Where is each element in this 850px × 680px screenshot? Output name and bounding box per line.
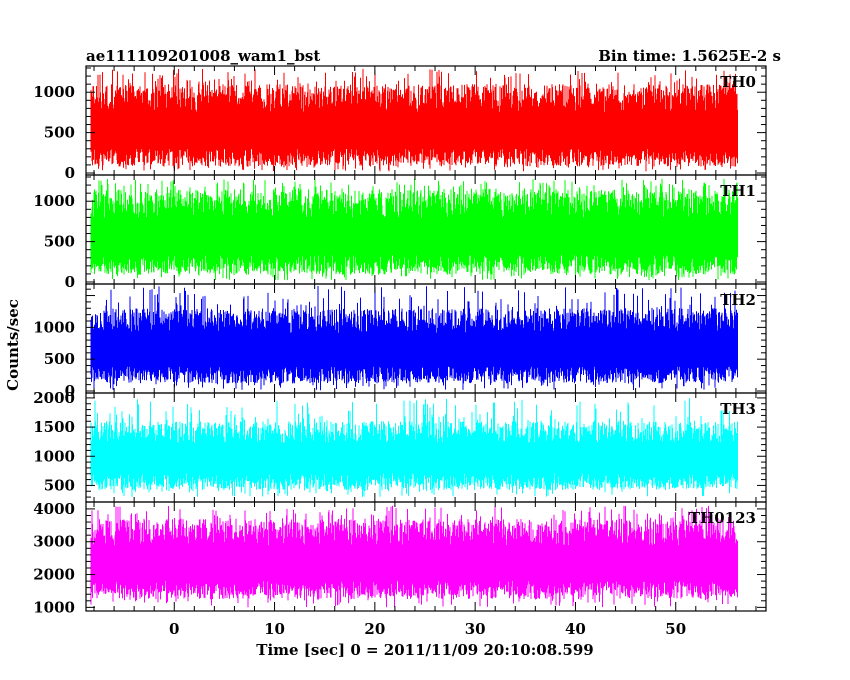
- panel-th2: 0 500 1000 TH2: [33, 283, 767, 400]
- series-line-th0123: [90, 505, 738, 608]
- series-line-th3: [90, 398, 738, 497]
- x-tick-label: 10: [264, 620, 285, 638]
- series-line-th2: [90, 286, 738, 391]
- series-line-th0: [90, 68, 738, 172]
- panel-th0123: 1000 2000 3000 4000 TH0123 0 10 20 30 40 50: [33, 500, 767, 638]
- y-tick-label: 1000: [33, 318, 75, 336]
- y-tick-label: 500: [44, 124, 75, 142]
- y-tick-label: 2000: [33, 389, 75, 407]
- y-axis-label: Counts/sec: [4, 299, 22, 391]
- panel-th1: 0 500 1000 TH1: [33, 174, 767, 291]
- y-tick-label: 0: [65, 273, 75, 291]
- y-tick-label: 1000: [33, 447, 75, 465]
- y-tick-label: 0: [65, 164, 75, 182]
- series-label-th0123: TH0123: [689, 509, 756, 527]
- y-tick-label: 500: [44, 476, 75, 494]
- x-tick-label: 20: [364, 620, 385, 638]
- series-label-th2: TH2: [720, 291, 756, 309]
- panel-th0: 0 500 1000 TH0: [33, 65, 767, 182]
- y-tick-label: 3000: [33, 533, 75, 551]
- x-tick-label: 30: [465, 620, 486, 638]
- x-tick-label: 40: [565, 620, 586, 638]
- x-tick-label: 50: [665, 620, 686, 638]
- y-tick-label: 2000: [33, 566, 75, 584]
- series-label-th1: TH1: [720, 182, 756, 200]
- y-tick-label: 500: [44, 233, 75, 251]
- y-tick-label: 1000: [33, 192, 75, 210]
- y-tick-label: 500: [44, 350, 75, 368]
- series-line-th1: [90, 178, 738, 281]
- panel-frame: [85, 501, 767, 612]
- panel-th3: 500 1000 1500 2000 TH3: [33, 389, 767, 503]
- x-axis-label: Time [sec] 0 = 2011/11/09 20:10:08.599: [256, 641, 593, 659]
- series-label-th3: TH3: [720, 400, 756, 418]
- bin-time-label: Bin time: 1.5625E-2 s: [598, 47, 781, 65]
- y-tick-label: 1000: [33, 598, 75, 616]
- series-label-th0: TH0: [720, 73, 756, 91]
- observation-title: ae111109201008_wam1_bst: [86, 47, 320, 65]
- y-tick-label: 1000: [33, 83, 75, 101]
- y-tick-label: 1500: [33, 418, 75, 436]
- panels-group: 05001000TH005001000TH105001000TH25001000…: [33, 65, 767, 638]
- x-tick-label: 0: [169, 620, 179, 638]
- y-tick-label: 0: [65, 382, 75, 400]
- y-tick-label: 4000: [33, 500, 75, 518]
